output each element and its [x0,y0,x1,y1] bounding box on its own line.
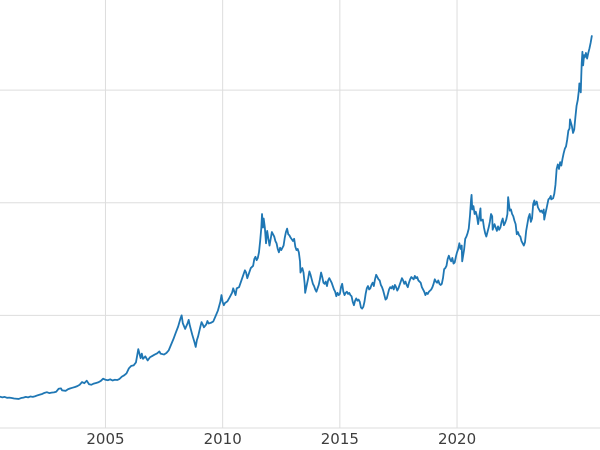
x-tick-label: 2020 [438,430,476,448]
price-line [0,35,593,400]
x-tick-label: 2015 [321,430,359,448]
x-tick-label: 2005 [86,430,124,448]
x-tick-label: 2010 [204,430,242,448]
